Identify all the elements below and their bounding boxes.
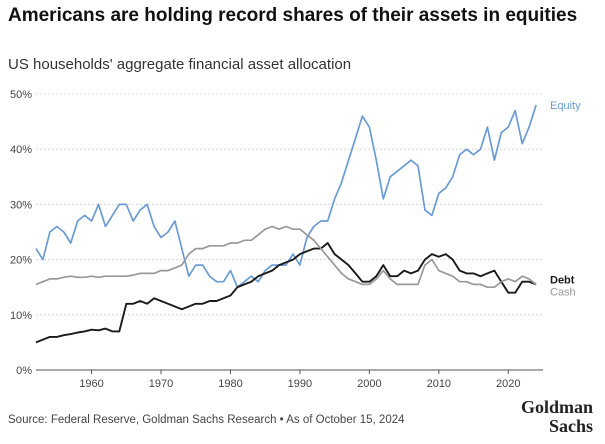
series-lines [35, 104, 537, 344]
chart-title: Americans are holding record shares of t… [8, 5, 578, 26]
y-tick-label: 50% [10, 89, 32, 101]
series-label-cash: Cash [550, 286, 576, 298]
x-tick-label: 2010 [427, 378, 451, 390]
series-line-cash [35, 225, 537, 289]
logo-line-2: Sachs [548, 416, 593, 436]
x-tick-label: 1960 [79, 378, 103, 390]
x-tick-label: 2020 [496, 378, 520, 390]
y-tick-label: 10% [10, 310, 32, 322]
y-tick-label: 0% [16, 365, 32, 377]
x-tick-label: 2000 [357, 378, 381, 390]
series-label-debt: Debt [550, 274, 575, 286]
series-label-equity: Equity [550, 100, 581, 112]
grid-lines [36, 93, 543, 371]
x-tick-label: 1970 [149, 378, 173, 390]
chart-subtitle: US households' aggregate financial asset… [8, 56, 352, 73]
y-axis-ticks: 0% 10% 20% 30% 40% 50% [10, 89, 32, 377]
logo-line-1: Goldman [520, 397, 593, 417]
x-tick-label: 1990 [288, 378, 312, 390]
x-tick-label: 1980 [218, 378, 242, 390]
y-tick-label: 20% [10, 255, 32, 267]
goldman-sachs-logo: Goldman Sachs [503, 398, 593, 436]
y-tick-label: 30% [10, 199, 32, 211]
series-line-debt [35, 242, 537, 344]
source-note: Source: Federal Reserve, Goldman Sachs R… [8, 414, 405, 426]
y-tick-label: 40% [10, 144, 32, 156]
series-line-equity [35, 104, 537, 289]
x-axis-ticks: 1960 1970 1980 1990 2000 2010 2020 [79, 370, 521, 390]
line-chart: 0% 10% 20% 30% 40% 50% 1960 1970 1980 1990 2000 20… [10, 89, 581, 390]
